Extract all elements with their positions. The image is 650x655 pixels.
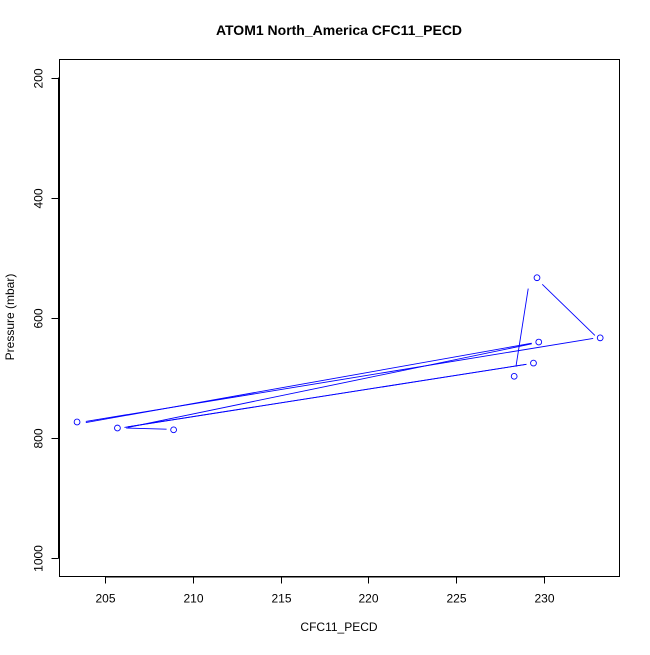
series-line-segment <box>541 284 596 336</box>
series-line-segment <box>124 363 527 428</box>
y-tick-label: 1000 <box>32 545 46 572</box>
y-tick-label: 400 <box>32 188 46 208</box>
chart-title: ATOM1 North_America CFC11_PECD <box>216 22 462 38</box>
x-axis-label: CFC11_PECD <box>300 620 377 634</box>
series-lines <box>85 284 596 430</box>
data-point <box>596 334 604 342</box>
data-point <box>73 418 81 426</box>
y-tick-label: 600 <box>32 308 46 328</box>
y-tick-label: 200 <box>32 68 46 88</box>
x-tick-label: 215 <box>271 592 291 606</box>
x-axis: 205 210 215 220 225 230 <box>95 576 555 606</box>
series-line-segment <box>85 342 532 424</box>
data-point <box>170 426 177 434</box>
x-tick-label: 230 <box>534 592 554 606</box>
data-point <box>533 274 541 282</box>
x-tick-label: 210 <box>183 592 203 606</box>
series-line-segment <box>126 427 167 430</box>
y-tick-label: 800 <box>32 428 46 448</box>
x-tick-label: 220 <box>358 592 378 606</box>
y-axis-label: Pressure (mbar) <box>3 274 17 361</box>
data-point <box>510 372 518 380</box>
x-tick-label: 205 <box>95 592 115 606</box>
data-point <box>530 359 537 367</box>
series-points <box>73 274 604 434</box>
data-point <box>535 338 543 346</box>
x-tick-label: 225 <box>446 592 466 606</box>
series-line-segment <box>515 288 529 367</box>
data-point <box>114 424 121 432</box>
series-line-segment <box>127 343 532 428</box>
y-axis: 200 400 600 800 1000 <box>32 68 59 572</box>
